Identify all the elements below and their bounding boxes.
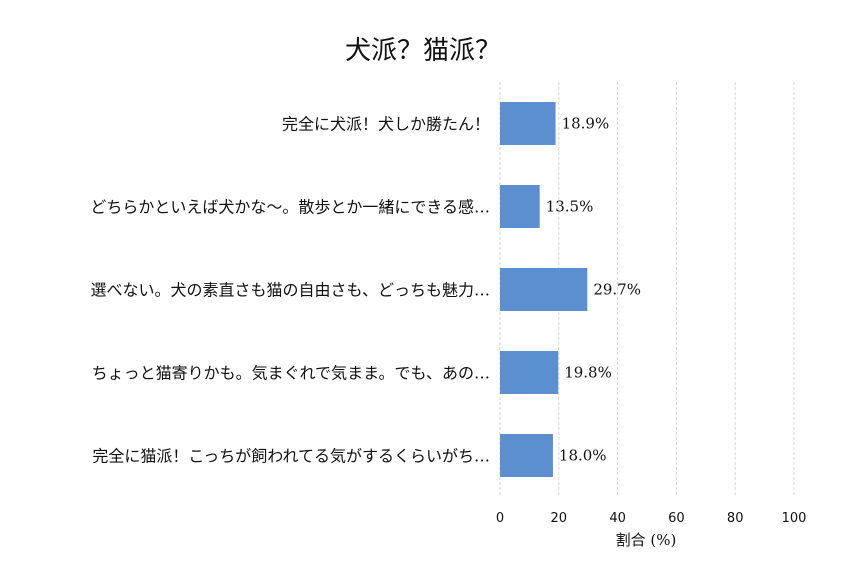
bar	[500, 434, 553, 477]
category-label: どちらかといえば犬かな～。散歩とか一緒にできる感…	[90, 198, 490, 217]
x-tick-label: 100	[782, 511, 807, 526]
x-tick-label: 80	[727, 511, 744, 526]
bar	[500, 102, 556, 145]
category-label: 完全に犬派！犬しか勝たん！	[282, 115, 490, 134]
bar	[500, 185, 540, 228]
bar	[500, 268, 588, 311]
bar	[500, 351, 559, 394]
label-layer: 0 20 40 60 80 100 18.9% 完全に犬派！犬しか勝たん！ 13.5% どちらかと…	[90, 115, 806, 527]
category-label: 完全に猫派！こっちが飼われてる気がするくらいがち…	[92, 447, 490, 466]
bar-value-label: 18.0%	[559, 447, 607, 465]
bar-value-label: 19.8%	[564, 364, 612, 382]
bar-layer	[500, 102, 588, 477]
x-tick-label: 40	[609, 511, 626, 526]
x-tick-label: 20	[551, 511, 568, 526]
x-tick-label: 0	[496, 511, 504, 526]
chart-title: 犬派？猫派？	[344, 36, 501, 66]
bar-value-label: 18.9%	[562, 115, 610, 133]
bar-value-label: 13.5%	[546, 198, 594, 216]
bar-value-label: 29.7%	[593, 281, 641, 299]
category-label: 選べない。犬の素直さも猫の自由さも、どっちも魅力…	[90, 281, 490, 300]
x-axis-label: 割合 (%)	[616, 531, 677, 549]
category-label: ちょっと猫寄りかも。気まぐれで気まま。でも、あの…	[92, 364, 490, 383]
x-tick-label: 60	[668, 511, 685, 526]
